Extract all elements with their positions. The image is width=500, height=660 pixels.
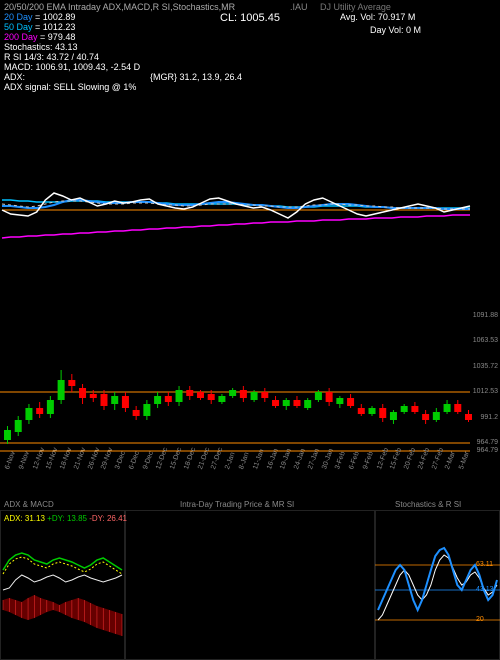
stoch-mark: 63.11 — [476, 561, 493, 568]
y-tick: 1091.88 — [473, 312, 498, 319]
y-tick: 964.79 — [477, 447, 498, 454]
y-tick: 1035.72 — [473, 363, 498, 370]
chart-root: 20/50/200 EMA Intraday ADX,MACD,R SI,Sto… — [0, 0, 500, 660]
y-tick: 964.79 — [477, 439, 498, 446]
stoch-mark: 43.13 — [476, 586, 494, 593]
y-tick: 1012.53 — [473, 388, 498, 395]
y-tick: 991.2 — [480, 414, 498, 421]
stoch-chart — [0, 0, 500, 660]
y-tick: 1063.53 — [473, 337, 498, 344]
stoch-mark: 20 — [476, 616, 484, 623]
